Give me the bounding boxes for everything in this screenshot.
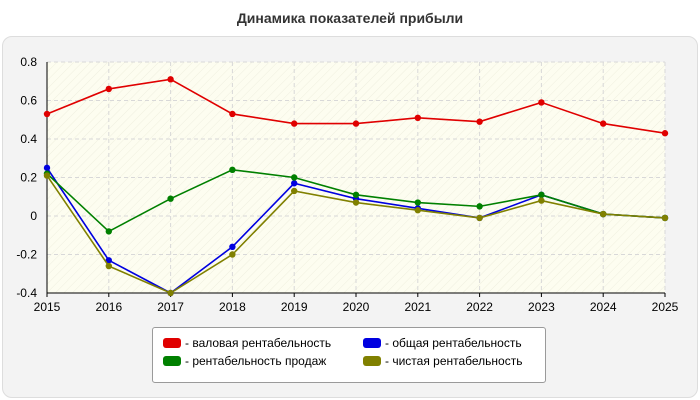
series-1-point xyxy=(167,76,174,83)
legend-swatch xyxy=(163,356,181,366)
series-4-point xyxy=(105,262,113,270)
x-tick-label: 2019 xyxy=(281,300,308,314)
chart-title: Динамика показателей прибыли xyxy=(236,10,464,26)
legend: - валовая рентабельность - общая рентабе… xyxy=(152,327,546,383)
series-2-point xyxy=(229,243,236,250)
series-1-point xyxy=(661,130,669,137)
series-1-point xyxy=(476,118,483,125)
x-tick-label: 2017 xyxy=(157,300,184,314)
x-tick-label: 2022 xyxy=(466,300,493,314)
x-tick-label: 2021 xyxy=(404,300,431,314)
x-tick-label: 2023 xyxy=(528,300,555,314)
x-tick-label: 2025 xyxy=(652,300,679,314)
legend-label: - чистая рентабельность xyxy=(385,354,523,368)
legend-label: - общая рентабельность xyxy=(385,336,522,350)
series-4-point xyxy=(352,199,360,206)
series-1-point xyxy=(43,110,51,118)
series-4-point xyxy=(661,214,669,222)
y-tick-label: -0.4 xyxy=(16,286,37,300)
x-tick-label: 2020 xyxy=(343,300,370,314)
series-4-point xyxy=(229,251,236,258)
x-tick-label: 2024 xyxy=(590,300,617,314)
series-3-point xyxy=(291,174,298,181)
series-1-point xyxy=(105,85,113,93)
legend-item-total: - общая рентабельность xyxy=(363,336,522,350)
series-1-point xyxy=(414,114,421,122)
y-tick-label: 0.2 xyxy=(20,171,37,185)
legend-label: - валовая рентабельность xyxy=(185,336,332,350)
legend-swatch xyxy=(363,338,381,348)
x-tick-label: 2016 xyxy=(95,300,122,314)
series-3-point xyxy=(538,191,545,199)
series-1-point xyxy=(538,99,545,106)
series-1-point xyxy=(291,120,298,127)
series-4-point xyxy=(291,187,298,195)
series-4-point xyxy=(476,214,483,222)
series-2-point xyxy=(43,164,51,172)
legend-swatch xyxy=(363,356,381,366)
series-1-point xyxy=(352,120,360,127)
x-tick-label: 2018 xyxy=(219,300,246,314)
series-3-point xyxy=(167,195,174,202)
y-tick-label: -0.2 xyxy=(16,248,37,262)
y-tick-label: 0.4 xyxy=(20,132,37,146)
series-4-point xyxy=(167,289,174,297)
series-3-point xyxy=(414,199,421,206)
legend-label: - рентабельность продаж xyxy=(185,354,327,368)
y-tick-label: 0.6 xyxy=(20,94,37,108)
legend-item-net: - чистая рентабельность xyxy=(363,354,522,368)
series-4-point xyxy=(538,197,545,204)
series-3-point xyxy=(105,228,113,235)
y-tick-label: 0.8 xyxy=(20,55,37,69)
series-3-point xyxy=(352,191,360,199)
legend-item-gross: - валовая рентабельность xyxy=(163,336,331,350)
legend-swatch xyxy=(163,338,181,348)
series-3-point xyxy=(229,166,236,173)
x-tick-label: 2015 xyxy=(34,300,61,314)
series-2-point xyxy=(291,180,298,187)
series-3-point xyxy=(476,203,483,210)
series-4-point xyxy=(600,210,607,218)
series-2-point xyxy=(105,257,113,264)
series-1-point xyxy=(600,120,607,127)
legend-item-sales: - рентабельность продаж xyxy=(163,354,326,368)
series-1-point xyxy=(229,110,236,118)
y-tick-label: 0 xyxy=(30,209,37,223)
series-4-point xyxy=(43,172,51,179)
series xyxy=(43,76,669,297)
series-4-point xyxy=(414,207,421,214)
